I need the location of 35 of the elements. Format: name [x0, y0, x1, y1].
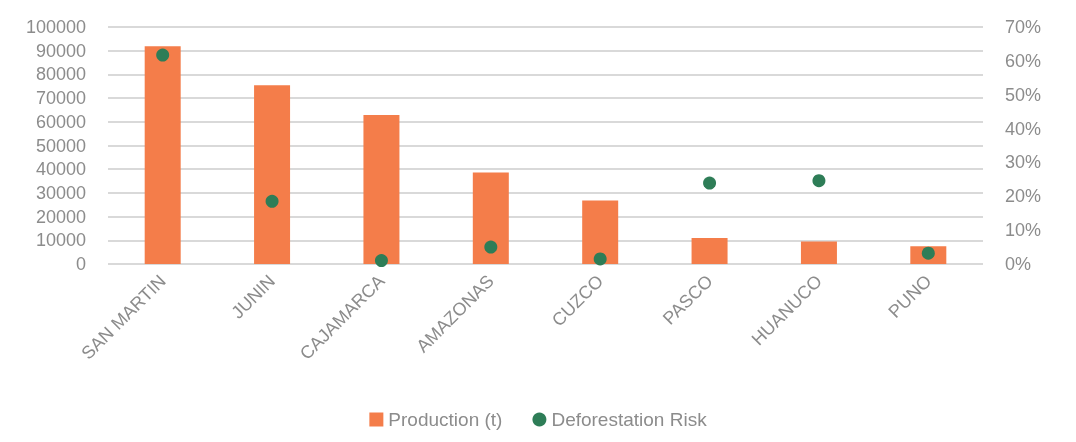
y-tick-label: 30000 [35, 182, 86, 203]
y2-tick-label: 0% [1005, 254, 1032, 274]
point [484, 240, 498, 254]
y-tick-label: 0 [75, 254, 86, 274]
y2-tick-label: 70% [1005, 17, 1042, 37]
point [265, 194, 279, 208]
y-tick-label: 60000 [35, 111, 86, 132]
bar [144, 46, 181, 264]
y-tick-label: 100000 [25, 17, 86, 37]
y-tick-label: 20000 [35, 206, 86, 227]
point [812, 174, 826, 188]
point [156, 48, 170, 62]
y-tick-label: 90000 [35, 40, 86, 61]
y2-tick-label: 50% [1005, 84, 1042, 105]
bar [800, 241, 837, 264]
y-tick-label: 70000 [35, 88, 86, 109]
legend-label: Deforestation Risk [551, 409, 708, 430]
bar [691, 237, 728, 264]
point [593, 252, 607, 266]
bar [254, 85, 291, 264]
y2-tick-label: 30% [1005, 152, 1042, 173]
point [703, 176, 717, 190]
y2-tick-label: 60% [1005, 50, 1042, 71]
legend-label: Production (t) [388, 409, 503, 430]
bar [582, 200, 619, 264]
y2-tick-label: 40% [1005, 118, 1042, 139]
point [374, 254, 388, 268]
y2-tick-label: 10% [1005, 220, 1042, 241]
y-tick-label: 50000 [35, 135, 86, 156]
y-tick-label: 40000 [35, 159, 86, 180]
y-tick-label: 80000 [35, 64, 86, 85]
bar [363, 114, 400, 264]
y2-tick-label: 20% [1005, 186, 1042, 207]
bar [472, 172, 509, 264]
y-tick-label: 10000 [35, 230, 86, 251]
